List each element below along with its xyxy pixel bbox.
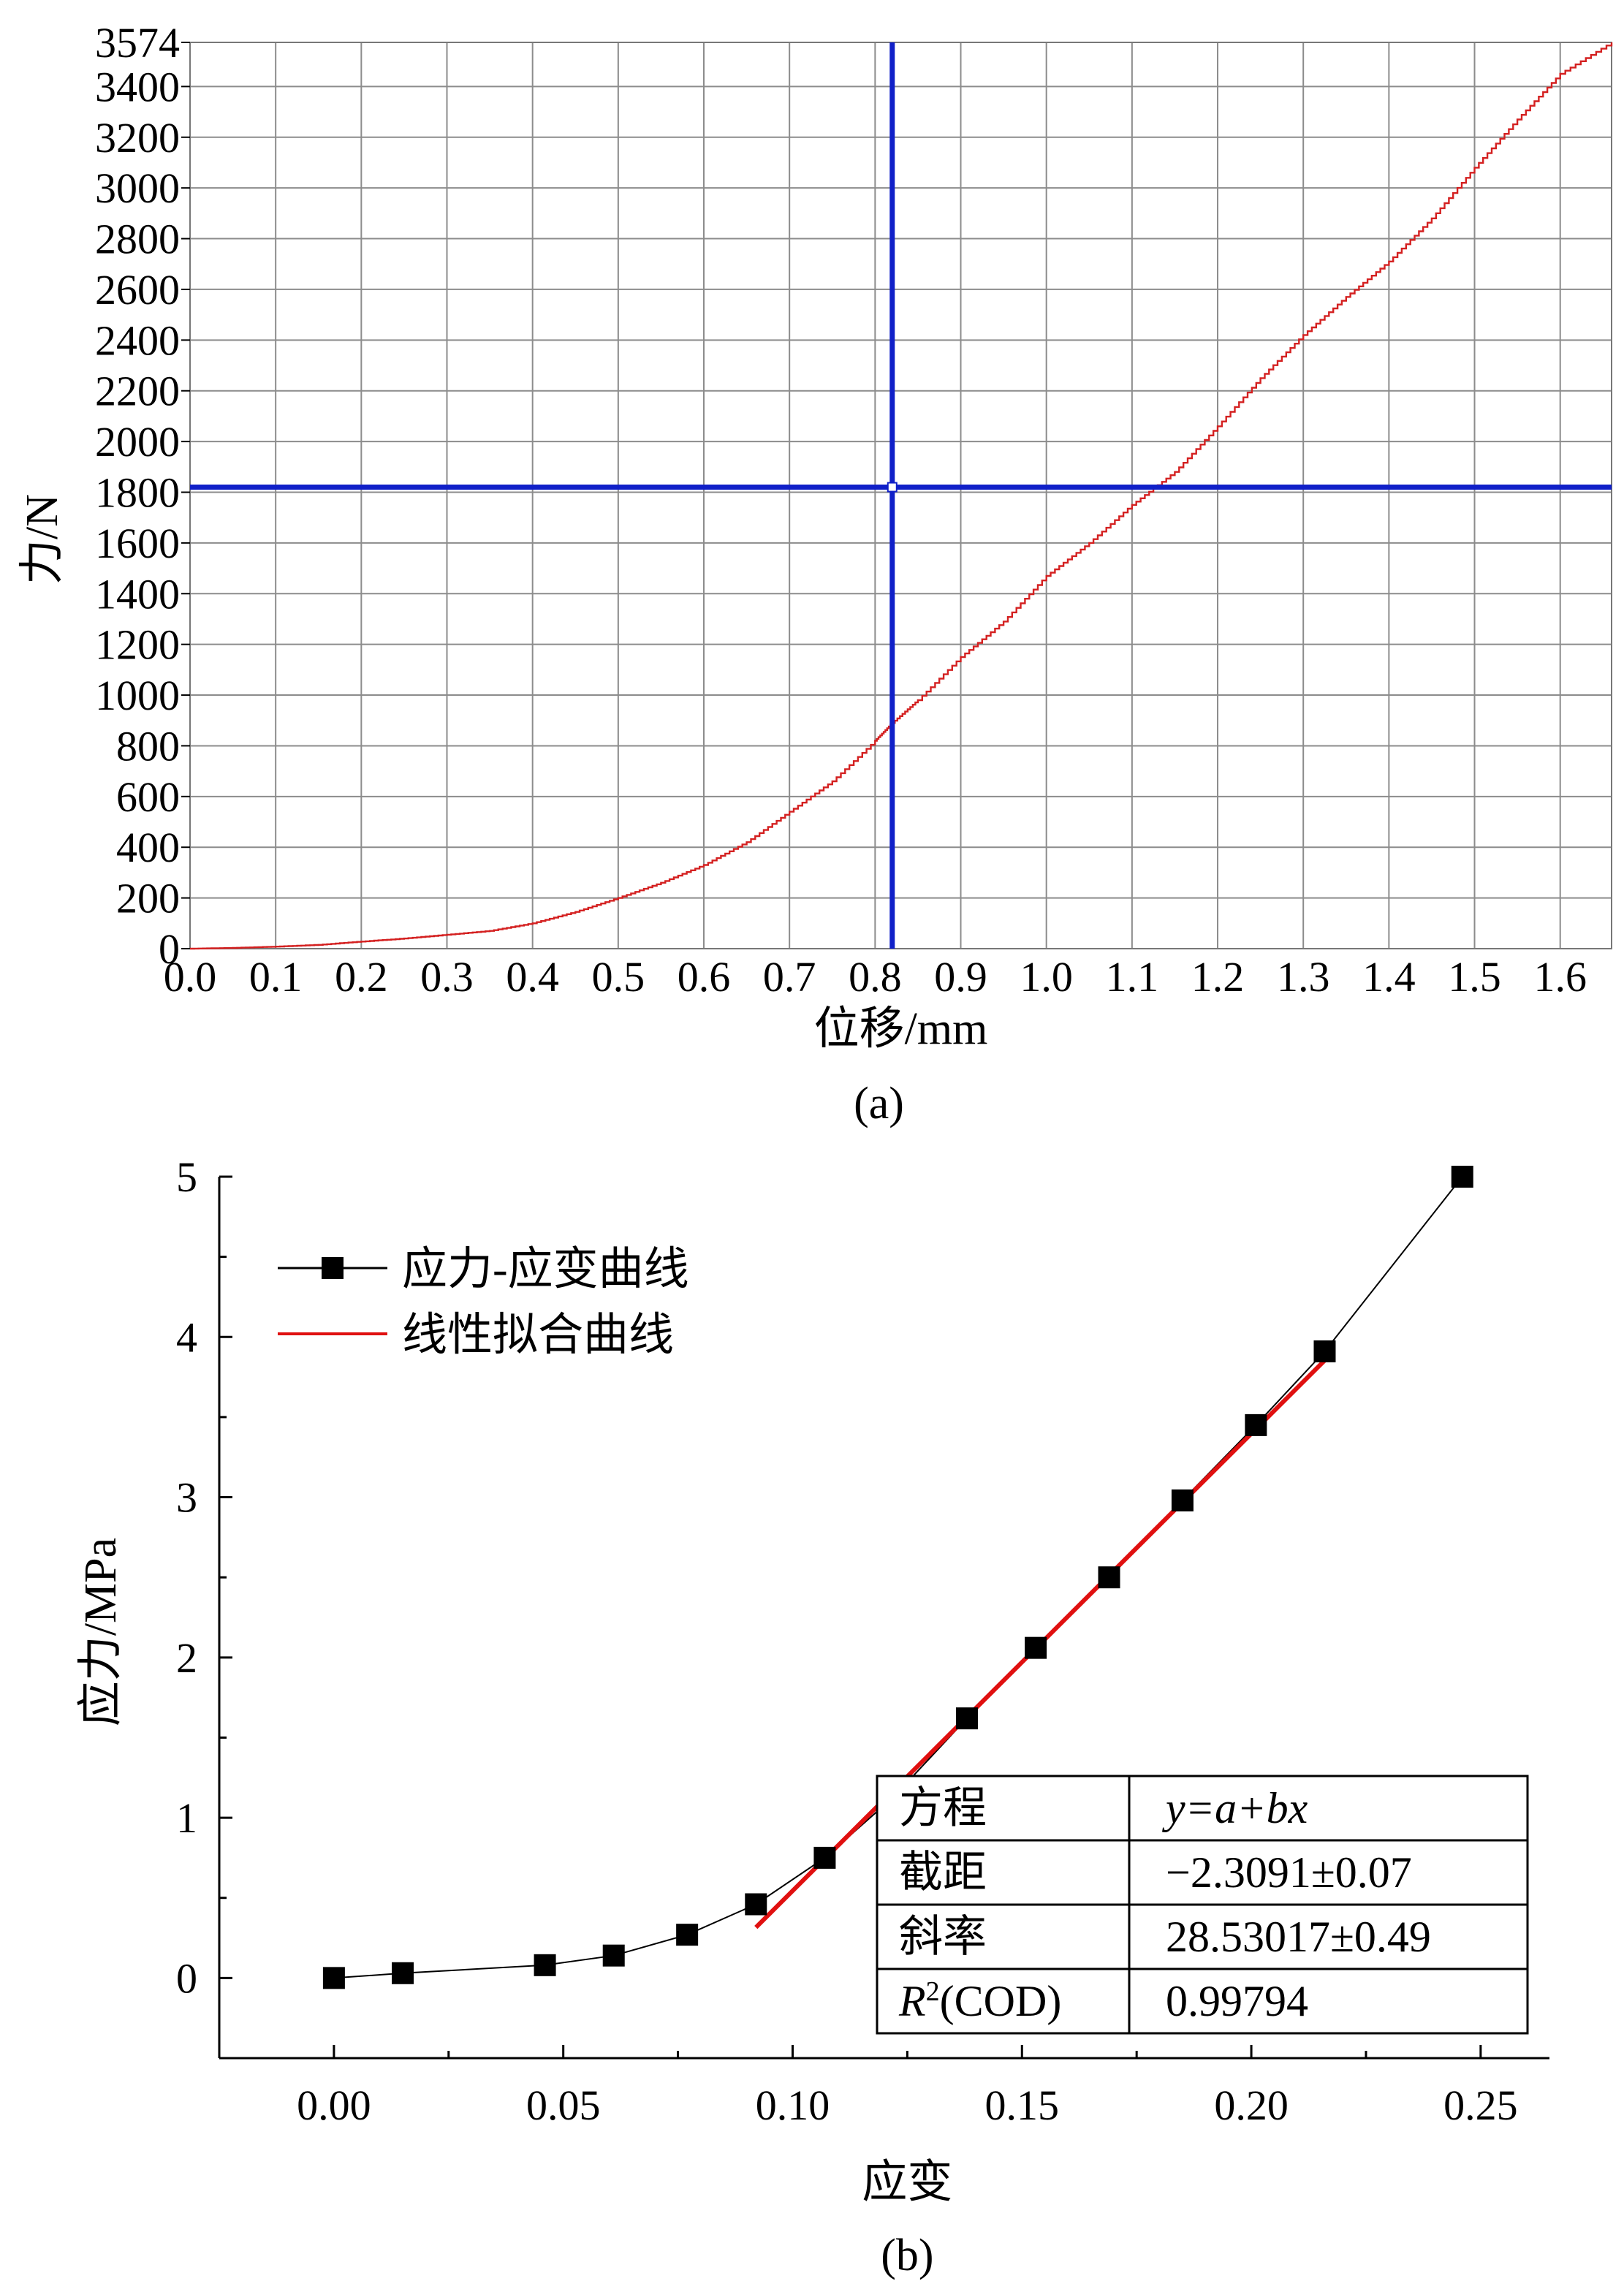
caption-a: (a) [854, 1079, 904, 1128]
y-tick-label: 0 [159, 925, 180, 973]
data-point [745, 1893, 767, 1916]
r-suffix: (COD) [940, 1977, 1062, 2025]
legend-marker-stress-strain [322, 1257, 344, 1279]
x-tick-label: 0.20 [1214, 2082, 1289, 2129]
y-tick-label: 2400 [95, 316, 180, 364]
x-tick-label: 1.1 [1106, 953, 1159, 1001]
data-point [813, 1846, 836, 1869]
x-tick-label: 0.15 [985, 2082, 1060, 2129]
x-tick-label: 0.5 [592, 953, 645, 1001]
y-tick-label: 3 [176, 1474, 197, 1522]
x-tick-label: 1.0 [1020, 953, 1073, 1001]
y-tick-label: 200 [116, 875, 180, 922]
y-tick-label: 1000 [95, 672, 180, 719]
fit-table-label: 方程 [899, 1784, 987, 1832]
data-point [955, 1707, 978, 1730]
data-point [602, 1944, 625, 1967]
x-tick-label: 0.8 [849, 953, 902, 1001]
x-tick-label: 1.3 [1277, 953, 1330, 1001]
fit-table-value: 28.53017±0.49 [1166, 1913, 1431, 1961]
y-tick-label: 3574 [95, 19, 180, 67]
fit-table-label: 截距 [899, 1848, 987, 1897]
y-tick-label: 3200 [95, 114, 180, 162]
fit-table-label: 斜率 [899, 1913, 987, 1961]
fit-table-value: y=a+bx [1161, 1784, 1308, 1832]
y-tick-label: 3400 [95, 63, 180, 110]
data-point [1025, 1636, 1047, 1659]
fit-table-value: −2.3091±0.07 [1166, 1848, 1412, 1897]
y-tick-label: 1600 [95, 520, 180, 567]
force-displacement-chart: 0200400600800100012001400160018002000220… [18, 19, 1613, 1128]
cursor-marker [887, 482, 898, 493]
x-tick-label: 1.5 [1448, 953, 1501, 1001]
y-tick-label: 0 [176, 1954, 197, 2002]
y-tick-label: 2000 [95, 418, 180, 466]
data-point [676, 1924, 699, 1946]
x-tick-label: 0.2 [335, 953, 388, 1001]
x-tick-label: 0.6 [678, 953, 731, 1001]
x-axis-label: 应变 [862, 2158, 952, 2207]
data-point [534, 1954, 556, 1976]
y-tick-label: 5 [176, 1153, 197, 1201]
data-point [1451, 1166, 1473, 1188]
data-point [392, 1962, 414, 1984]
y-axis-label: 力/N [18, 494, 67, 585]
force-curve [190, 42, 1613, 950]
y-tick-label: 1400 [95, 570, 180, 618]
data-point [1245, 1413, 1267, 1436]
x-tick-label: 0.7 [763, 953, 816, 1001]
x-tick-label: 1.6 [1533, 953, 1587, 1001]
y-tick-label: 2800 [95, 216, 180, 263]
x-tick-label: 0.25 [1443, 2082, 1518, 2129]
fit-table-label: R2(COD) [898, 1976, 1061, 2025]
y-tick-label: 1800 [95, 468, 180, 516]
fit-table-value: 0.99794 [1166, 1977, 1308, 2025]
y-tick-label: 3000 [95, 164, 180, 212]
x-tick-label: 0.4 [506, 953, 559, 1001]
x-tick-label: 1.4 [1362, 953, 1416, 1001]
y-tick-label: 1200 [95, 621, 180, 669]
y-tick-label: 2 [176, 1634, 197, 1682]
legend-label-stress-strain: 应力-应变曲线 [402, 1245, 689, 1294]
r-symbol: R [898, 1977, 926, 2025]
data-point [322, 1967, 345, 1989]
x-axis-label: 位移/mm [814, 1004, 988, 1054]
stress-strain-chart: 0 1 2 3 4 5 0.00 0.05 0.10 0.15 0.20 0.25 应变 应力/MPa (b… [76, 1153, 1549, 2280]
caption-b: (b) [881, 2231, 933, 2280]
x-tick-label: 0.3 [420, 953, 474, 1001]
y-tick-label: 400 [116, 824, 180, 871]
y-tick-label: 2200 [95, 368, 180, 415]
x-tick-label: 0.9 [934, 953, 987, 1001]
data-point [1313, 1340, 1336, 1363]
y-axis-label: 应力/MPa [76, 1538, 126, 1726]
y-tick-label: 800 [116, 722, 180, 770]
x-tick-label: 1.2 [1191, 953, 1245, 1001]
r-exponent: 2 [926, 1976, 940, 2007]
y-tick-label: 4 [176, 1313, 197, 1361]
x-tick-label: 0.1 [249, 953, 303, 1001]
y-tick-label: 2600 [95, 266, 180, 314]
data-point [1098, 1566, 1120, 1589]
y-tick-label: 1 [176, 1794, 197, 1842]
legend-label-linear-fit: 线性拟合曲线 [402, 1310, 674, 1360]
x-tick-label: 0.00 [297, 2082, 371, 2129]
plot-frame [189, 42, 1612, 949]
x-tick-label: 0.10 [756, 2082, 830, 2129]
x-tick-label: 0.0 [164, 953, 217, 1001]
x-tick-label: 0.05 [526, 2082, 601, 2129]
y-tick-label: 600 [116, 773, 180, 821]
data-point [1171, 1489, 1194, 1511]
